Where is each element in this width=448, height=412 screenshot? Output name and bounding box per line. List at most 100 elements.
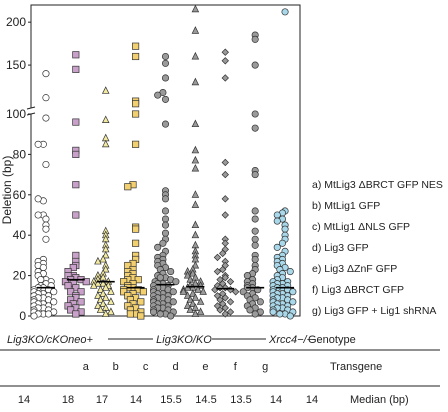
data-point [161,215,170,223]
legend-entry: a) MtLig3 ΔBRCT GFP NES [312,179,443,191]
data-point [183,291,192,299]
data-point [191,230,200,239]
data-point [120,288,128,296]
data-point [42,160,50,169]
legend-entry: f) Lig3 ΔBRCT GFP [312,284,404,296]
data-point [34,195,42,203]
data-point [72,150,80,158]
data-point [251,227,259,235]
data-point [159,239,167,247]
legend-entry: e) Lig3 ΔZnF GFP [312,263,397,275]
transgene-cell: b [113,361,119,373]
data-point [256,298,264,306]
data-point [156,274,164,282]
data-point [42,114,50,122]
median-cell: 14 [18,394,30,406]
summary-table: Lig3KO/cKOneo+ Lig3KO/KO Xrcc4−/−Genotype a… [0,334,440,406]
data-point [251,255,259,263]
median-cell: 15.5 [160,394,181,406]
data-point [132,239,140,247]
median-cell: 14 [270,394,282,406]
data-point [150,308,158,316]
data-point [101,293,110,301]
data-point [72,65,80,73]
data-point [221,158,229,167]
data-point [276,310,284,318]
data-point [72,118,80,126]
data-point [101,115,110,124]
data-point [226,308,235,316]
data-point [101,283,110,291]
data-point [107,307,115,315]
median-cell: 18 [62,394,74,406]
data-point [94,291,102,299]
data-point [213,267,222,276]
median-lines [36,278,295,290]
data-point [221,195,229,203]
data-point [161,120,170,128]
data-point [286,268,294,276]
data-point [167,312,175,320]
data-point [161,207,170,215]
data-point [221,211,229,219]
y-tick-label: 80 [13,147,27,161]
y-tick-label: 40 [13,228,27,242]
data-point [191,260,200,269]
data-point [77,298,85,306]
data-point [72,310,80,318]
data-point [101,250,110,259]
data-point [191,145,200,154]
median-row-label: Median (bp) [350,394,409,406]
data-point [199,287,207,295]
data-point [221,74,229,82]
legend-entry: b) MtLig1 GFP [312,200,380,212]
data-point [137,312,145,320]
data-point [42,225,50,233]
data-point [101,264,110,273]
data-point [221,57,229,65]
data-point [42,70,50,78]
data-point [251,310,259,318]
data-point [286,312,294,320]
data-point [186,295,194,303]
data-point [134,276,142,284]
data-point [126,310,134,318]
data-point [191,51,200,60]
data-point [186,305,194,313]
data-point [226,298,235,306]
data-point [50,288,58,296]
transgene-cell: c [143,361,149,373]
data-point [196,297,205,305]
data-point [251,61,259,69]
data-point [273,217,281,225]
data-point [191,4,200,13]
data-point [34,140,42,148]
data-point [99,254,107,263]
data-point [221,273,229,282]
data-point [251,207,259,215]
data-point [246,306,254,314]
y-ticks: 0 20 40 60 80 100 150 200 [6,15,31,323]
data-point [72,284,80,292]
data-point [169,288,177,296]
data-point [221,48,229,56]
data-point [161,52,170,61]
data-point [94,256,102,265]
legend: a) MtLig3 ΔBRCT GFP NES b) MtLig1 GFP c) M… [312,179,443,317]
data-point [44,310,53,318]
data-point [169,298,177,306]
data-point [251,171,259,179]
data-point [183,301,192,309]
data-point [30,312,38,320]
data-point [196,307,205,315]
data-point [34,211,42,219]
y-tick-label: 0 [19,309,26,323]
genotype-row-label: Genotype [308,334,356,346]
data-point [99,289,107,297]
data-point [289,288,297,296]
data-point [72,51,80,59]
data-point [132,42,140,50]
data-point [132,140,140,148]
data-point [96,285,105,293]
